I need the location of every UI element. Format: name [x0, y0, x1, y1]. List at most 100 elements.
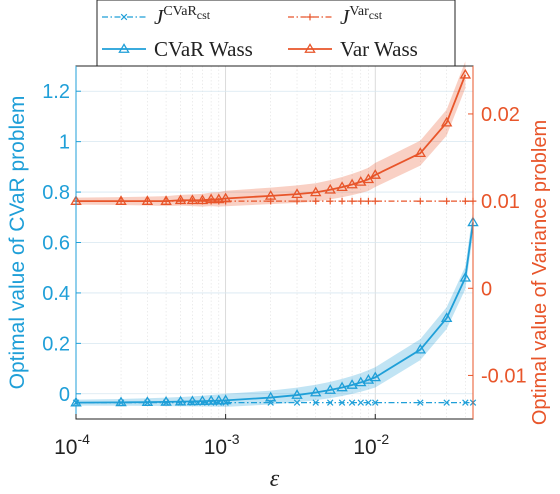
- series-2-marker: [205, 394, 217, 405]
- series-3-marker: [141, 195, 154, 205]
- series-0-marker: [365, 399, 372, 406]
- series-2-marker: [141, 396, 154, 406]
- axes: 0 0.2 0.4 0.6 0.8 1 1.2 Optimal value of CVaR p…: [6, 66, 551, 492]
- series-2-marker: [440, 312, 453, 323]
- x-tick-label: 10-4: [54, 431, 90, 459]
- series-3-marker: [440, 116, 453, 127]
- series-2-marker: [324, 384, 336, 394]
- x-axis-label: ε: [270, 466, 280, 492]
- y-left-tick-label: 0.2: [42, 333, 70, 355]
- series-2-marker: [346, 379, 358, 389]
- series-1-marker: [357, 197, 365, 205]
- y-right-tick-label: -0.01: [481, 365, 527, 387]
- uncertainty-bands: [76, 61, 473, 407]
- series-3-marker: [346, 178, 358, 189]
- y-left-tick-label: 0.8: [42, 182, 70, 204]
- series-3-band: [76, 61, 466, 207]
- y-right-axis-label: Optimal value of Variance problem: [529, 120, 551, 425]
- series-1-marker: [365, 197, 372, 205]
- y-left-tick-label: 1.2: [42, 81, 70, 103]
- series-0-marker: [222, 399, 229, 406]
- series-3-marker: [205, 193, 217, 204]
- series-3-marker: [264, 189, 277, 200]
- legend-box: [96, 0, 456, 67]
- x-tick-label: 10-2: [353, 431, 389, 459]
- series-2-marker: [264, 391, 277, 402]
- series-3-marker: [309, 186, 322, 197]
- y-left-axis-label: Optimal value of CVaR problem: [6, 96, 29, 390]
- series-2-marker: [336, 381, 348, 392]
- series-3-marker: [459, 68, 472, 79]
- series-1-marker: [207, 197, 215, 205]
- series-0-marker: [312, 399, 319, 406]
- series-3-marker: [115, 195, 127, 205]
- series-2-marker: [309, 386, 322, 397]
- y-right-tick-label: 0.02: [481, 104, 520, 126]
- series-1-marker: [416, 197, 424, 205]
- y-right-tick-label: 0.01: [481, 191, 520, 213]
- series-3-marker: [160, 195, 172, 205]
- series-2-line: [75, 222, 474, 404]
- legend-swatch-marker: [120, 13, 128, 21]
- series-0-marker: [348, 399, 356, 406]
- series-1-marker: [443, 197, 451, 205]
- series-3-marker: [369, 169, 381, 179]
- series-2-marker: [186, 395, 199, 406]
- y-right-tick-label: 0: [481, 278, 492, 300]
- series-3-marker: [355, 176, 367, 186]
- series-2-marker: [369, 371, 381, 382]
- series-1-marker: [348, 197, 356, 205]
- grid-lines: [75, 66, 473, 419]
- series-2-marker: [115, 396, 127, 407]
- series-0-marker: [293, 399, 301, 406]
- series-1-marker: [371, 197, 379, 205]
- legend-swatch-marker: [304, 43, 316, 53]
- legend: JCVaRcst JVarcst CVaR Wass Var Wass: [96, 0, 456, 67]
- series-2-marker: [414, 343, 427, 354]
- series-0-marker: [326, 399, 334, 406]
- series-1-marker: [293, 197, 301, 205]
- series-0-marker: [462, 399, 469, 406]
- series-0-marker: [357, 399, 364, 406]
- series-1-marker: [312, 197, 320, 205]
- series-2-marker: [196, 395, 209, 405]
- series-0-marker: [417, 399, 424, 406]
- series-2-marker: [174, 395, 187, 406]
- series-3-marker: [414, 147, 427, 158]
- legend-swatch-marker: [306, 13, 314, 21]
- series-3-marker: [174, 194, 187, 205]
- legend-label: JCVaRcst: [154, 4, 211, 29]
- series-3-marker: [186, 194, 199, 205]
- y-left-tick-label: 0: [59, 384, 70, 406]
- series-3-marker: [336, 181, 348, 192]
- x-tick-label: 10-3: [204, 431, 240, 459]
- series-1-marker: [338, 197, 346, 205]
- series-3-marker: [196, 194, 209, 205]
- series-1-marker: [326, 197, 334, 205]
- legend-label: JVarcst: [340, 4, 383, 29]
- series-0-marker: [372, 399, 379, 406]
- y-left-tick-label: 1: [59, 132, 70, 154]
- series-2-marker: [355, 376, 367, 387]
- series-3-marker: [213, 193, 225, 204]
- series-0-marker: [443, 399, 450, 406]
- series-2-marker: [160, 395, 172, 406]
- series-2-marker: [213, 394, 225, 405]
- y-left-tick-label: 0.4: [42, 283, 70, 305]
- series-3-marker: [291, 188, 303, 198]
- series-2-marker: [291, 389, 303, 399]
- y-left-tick-label: 0.6: [42, 233, 70, 255]
- legend-label: CVaR Wass: [154, 37, 253, 61]
- series-3-marker: [324, 183, 336, 194]
- legend-label: Var Wass: [340, 37, 418, 61]
- series-2-marker: [362, 374, 375, 384]
- series-2-marker: [219, 394, 232, 405]
- legend-swatch-marker: [118, 43, 130, 53]
- series-2-marker: [459, 271, 472, 282]
- series-0-marker: [215, 399, 223, 406]
- series-3-marker: [219, 192, 232, 203]
- series-0-marker: [338, 399, 346, 406]
- series-1-marker: [461, 197, 469, 205]
